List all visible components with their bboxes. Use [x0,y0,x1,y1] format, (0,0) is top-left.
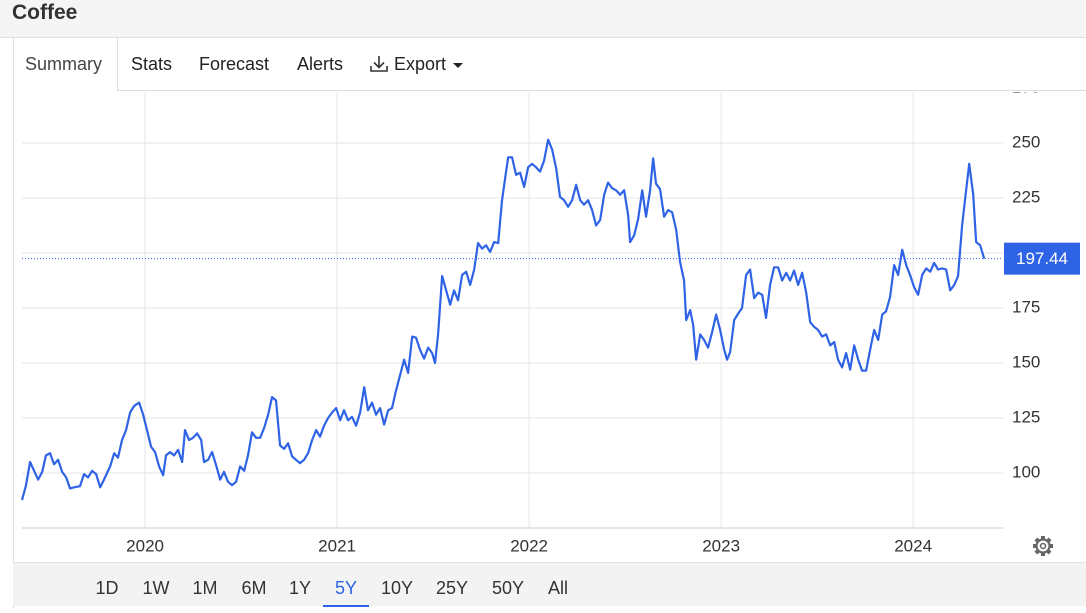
gear-ring [1035,538,1051,554]
range-button[interactable]: 5Y [323,563,369,607]
range-button[interactable]: 1W [142,578,170,598]
x-tick-label: 2022 [510,536,548,555]
y-tick-label: 125 [1012,407,1040,426]
page-title: Coffee [12,1,78,24]
download-icon[interactable] [369,54,389,74]
last-value-box [1004,242,1080,275]
last-value-label: 197.44 [1016,249,1068,268]
tab[interactable]: Stats [131,54,173,74]
range-button[interactable]: 1M [192,578,218,598]
range-button[interactable]: 1Y [288,578,312,598]
tab[interactable]: Forecast [199,54,270,74]
y-tick-label: 150 [1012,352,1040,371]
y-tick-label: 175 [1012,297,1040,316]
range-button[interactable]: All [547,578,568,598]
y-tick-label: 100 [1012,462,1040,481]
gear-hole [1039,542,1047,550]
tab[interactable]: Export [394,54,447,74]
range-selector: 1D 1W 1M 6M 1Y 5Y 10Y 25Y 50Y All [13,562,1086,607]
range-button[interactable]: 1D [95,578,119,598]
chart: 1001251501752002252502752020202120222023… [20,77,1080,556]
tab[interactable]: Alerts [297,54,344,74]
dropdown-caret[interactable] [452,62,464,70]
x-tick-label: 2023 [702,536,740,555]
range-button[interactable]: 10Y [380,578,414,598]
tab[interactable]: Summary [13,38,118,92]
range-button[interactable]: 6M [241,578,267,598]
tab-border [118,90,1086,91]
y-tick-label: 250 [1012,132,1040,151]
range-button[interactable]: 25Y [435,578,469,598]
x-tick-label: 2024 [894,536,932,555]
tab-bar: Summary Stats Forecast Alerts Export [0,38,1086,92]
settings-icon[interactable] [1033,536,1053,556]
x-tick-label: 2021 [318,536,356,555]
range-button[interactable]: 50Y [491,578,525,598]
chart-panel [13,38,1086,608]
y-tick-label: 225 [1012,187,1040,206]
price-line [20,138,986,501]
x-tick-label: 2020 [126,536,164,555]
header: Coffee [0,0,1086,38]
